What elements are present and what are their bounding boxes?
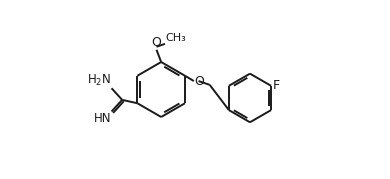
Text: F: F bbox=[273, 79, 280, 92]
Text: H$_2$N: H$_2$N bbox=[87, 72, 111, 88]
Text: O: O bbox=[152, 36, 161, 49]
Text: CH₃: CH₃ bbox=[165, 33, 186, 43]
Text: O: O bbox=[195, 74, 204, 88]
Text: HN: HN bbox=[94, 112, 111, 125]
